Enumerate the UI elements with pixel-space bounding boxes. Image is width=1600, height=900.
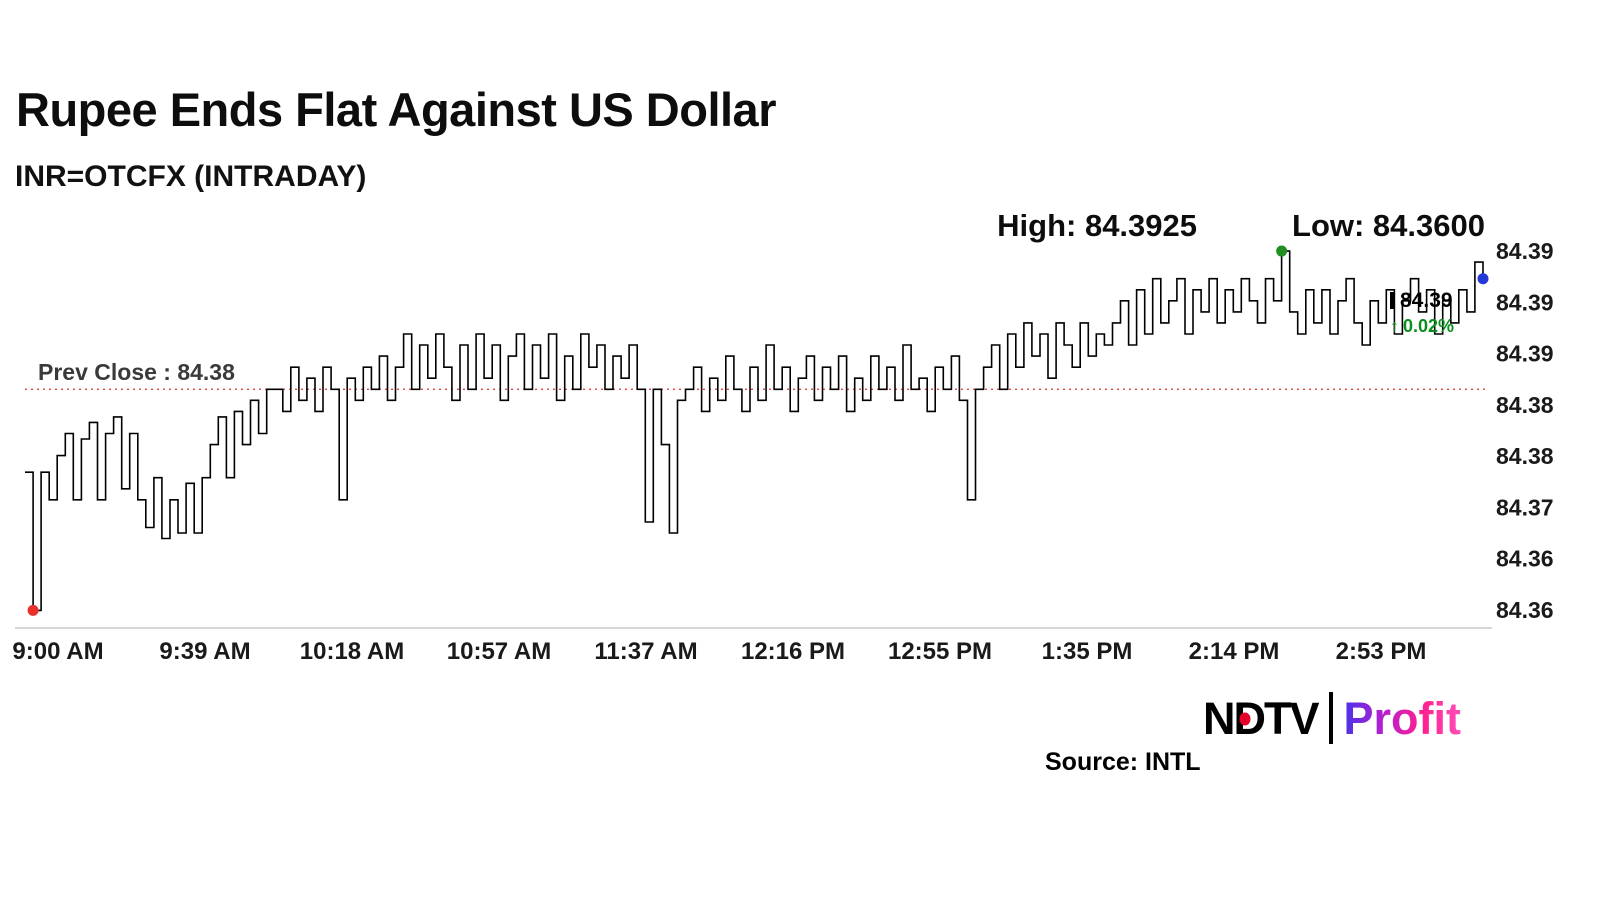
high-label: High: 84.3925 [997,208,1198,243]
y-axis-label: 84.38 [1496,392,1554,418]
high-low-row: High: 84.3925 Low: 84.3600 [997,208,1485,244]
x-axis-label: 12:16 PM [741,638,845,665]
last-marker [1477,273,1489,285]
y-axis-label: 84.39 [1496,341,1554,367]
page-title: Rupee Ends Flat Against US Dollar [16,83,777,136]
source-attribution: Source: INTL [1045,748,1201,776]
logo-divider [1328,692,1333,744]
last-price-value: 84.39 [1400,288,1453,312]
ndtv-red-dot-icon [1239,712,1251,726]
y-axis-label: 84.39 [1496,238,1554,264]
profit-logo-text: Profit [1343,692,1462,744]
ndtv-logo-text: NDTV [1203,692,1319,744]
x-axis-label: 11:37 AM [594,638,697,665]
high-marker [1276,245,1288,257]
x-axis-label: 2:53 PM [1336,638,1427,665]
change-percent: 0.02% [1403,315,1455,336]
x-axis-label: 10:57 AM [447,638,551,665]
y-axis-label: 84.36 [1496,597,1554,623]
price-tick-icon [1390,292,1394,310]
last-price-row: 84.39 [1390,289,1454,313]
up-arrow-icon: ↑ [1390,315,1399,336]
ndtv-logo: NDTV [1203,692,1319,744]
price-line [25,250,1484,612]
x-axis-label: 9:00 AM [12,638,103,665]
y-axis-label: 84.39 [1496,289,1554,315]
x-axis-label: 1:35 PM [1042,638,1133,665]
low-marker [27,604,39,616]
change-row: ↑ 0.02% [1390,316,1454,337]
symbol-subtitle: INR=OTCFX (INTRADAY) [15,160,367,193]
y-axis-label: 84.37 [1496,494,1554,520]
y-axis-label: 84.38 [1496,443,1554,469]
low-label: Low: 84.3600 [1292,208,1485,243]
last-price-badge: 84.39 ↑ 0.02% [1390,289,1454,337]
y-axis-label: 84.36 [1496,546,1554,572]
x-axis-label: 10:18 AM [300,638,404,665]
x-axis-label: 12:55 PM [888,638,992,665]
x-axis-label: 9:39 AM [159,638,250,665]
ndtv-profit-logo: NDTV Profit [1203,692,1461,744]
prev-close-label: Prev Close : 84.38 [38,359,235,386]
x-axis-label: 2:14 PM [1189,638,1280,665]
